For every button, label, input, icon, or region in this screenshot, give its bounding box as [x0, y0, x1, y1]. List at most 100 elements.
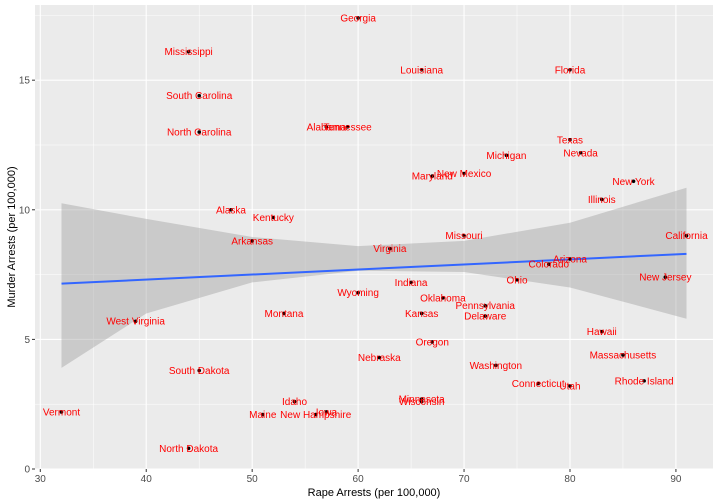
data-point — [197, 93, 202, 98]
point-label: Alaska — [216, 205, 246, 216]
data-point — [419, 311, 424, 316]
point-label: Utah — [559, 382, 580, 393]
point-label: Florida — [555, 65, 586, 76]
data-point — [419, 397, 424, 401]
data-point — [462, 171, 466, 176]
data-point — [419, 399, 424, 404]
point-label: Arizona — [553, 255, 587, 266]
data-point — [536, 381, 541, 386]
data-point — [409, 280, 413, 285]
x-tick-label: 30 — [35, 474, 47, 485]
data-point — [568, 384, 572, 388]
data-point — [229, 207, 233, 212]
point-label: Maine — [249, 410, 277, 421]
x-axis-title: Rape Arrests (per 100,000) — [308, 487, 441, 499]
y-tick-label: 5 — [24, 335, 30, 346]
data-point — [441, 296, 445, 300]
data-point — [356, 290, 360, 295]
data-point — [282, 311, 286, 316]
point-label: Georgia — [340, 13, 376, 24]
data-point — [388, 246, 392, 251]
point-label: Pennsylvania — [455, 301, 515, 312]
plot-panel — [35, 5, 713, 469]
point-label: Nebraska — [358, 353, 401, 364]
data-point — [197, 368, 202, 373]
point-label: Missouri — [445, 231, 482, 242]
data-point — [462, 233, 466, 238]
data-point — [59, 410, 64, 414]
point-label: Michigan — [486, 151, 526, 162]
point-label: Iowa — [316, 407, 338, 418]
data-point — [568, 137, 572, 142]
y-tick-label: 10 — [19, 205, 31, 216]
data-point — [186, 446, 191, 451]
minor-grid — [35, 5, 713, 469]
point-label: New York — [612, 177, 655, 188]
data-point — [568, 257, 572, 261]
data-point — [260, 412, 265, 417]
data-point — [377, 355, 382, 360]
point-label: Nevada — [563, 148, 598, 159]
data-point — [324, 125, 329, 129]
data-point — [631, 179, 636, 184]
data-point — [324, 410, 329, 414]
data-point — [356, 16, 360, 20]
point-label: Wyoming — [337, 288, 379, 299]
point-label: Arkansas — [231, 236, 273, 247]
point-label: Connecticut — [512, 379, 565, 390]
point-label: New Mexico — [437, 169, 492, 180]
point-label: Kentucky — [253, 213, 294, 224]
x-tick-label: 40 — [141, 474, 153, 485]
x-tick-label: 90 — [670, 474, 682, 485]
data-point — [599, 197, 604, 202]
point-label: West Virginia — [106, 317, 165, 328]
confidence-band — [61, 187, 687, 368]
point-label: Rhode Island — [615, 376, 674, 387]
data-point — [546, 262, 551, 267]
point-label: Mississippi — [164, 47, 212, 58]
x-tick-label: 70 — [458, 474, 470, 485]
point-label: Kansas — [405, 309, 438, 320]
point-label: Vermont — [43, 407, 80, 418]
data-point — [621, 353, 625, 357]
point-label: Illinois — [588, 195, 616, 206]
point-label: South Dakota — [169, 366, 230, 377]
data-point — [292, 399, 297, 404]
x-tick-label: 80 — [564, 474, 576, 485]
data-point — [419, 68, 424, 72]
points-layer — [59, 16, 689, 451]
point-label: Hawaii — [587, 327, 617, 338]
data-point — [494, 363, 498, 368]
point-label: Idaho — [282, 397, 307, 408]
data-point — [133, 319, 138, 324]
x-tick-label: 60 — [353, 474, 365, 485]
trend-line — [61, 252, 687, 285]
point-label: North Carolina — [167, 128, 232, 139]
point-label: South Carolina — [166, 91, 233, 102]
data-point — [430, 340, 435, 344]
point-label: New Jersey — [639, 273, 691, 284]
point-label: New Hampshire — [280, 410, 352, 421]
point-label: Colorado — [529, 260, 570, 271]
data-point — [663, 275, 668, 279]
confidence-band-layer — [61, 187, 687, 368]
point-label: Montana — [264, 309, 303, 320]
data-point — [271, 215, 276, 220]
point-label: Louisiana — [400, 65, 443, 76]
data-point — [197, 130, 202, 134]
y-tick-label: 15 — [19, 76, 31, 87]
y-tick-label: 0 — [24, 465, 30, 476]
data-point — [684, 233, 689, 238]
point-label: Ohio — [506, 275, 528, 286]
point-label: Washington — [470, 361, 522, 372]
data-point — [483, 303, 488, 308]
point-label: Indiana — [395, 278, 428, 289]
data-point — [186, 49, 191, 54]
point-label: Minnesota — [399, 395, 446, 406]
data-point — [250, 239, 254, 243]
point-label: Virginia — [373, 244, 407, 255]
trend-line-layer — [61, 252, 687, 285]
point-label: Wisconsin — [399, 397, 445, 408]
data-point — [568, 68, 572, 72]
